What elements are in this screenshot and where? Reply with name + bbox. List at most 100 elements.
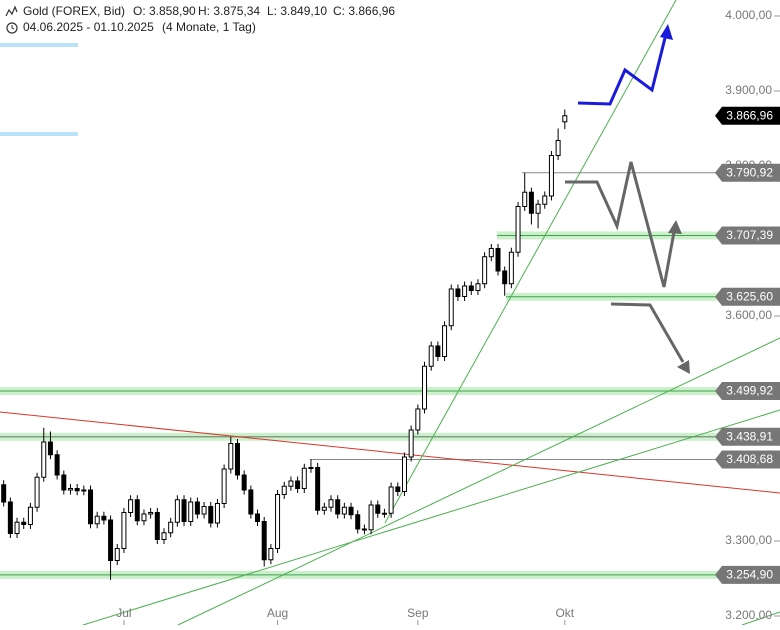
y-tick-label: 3.300,00 — [725, 533, 772, 547]
y-tick-label: 4.000,00 — [725, 8, 772, 22]
candle-body — [502, 270, 508, 285]
candle-body — [1, 484, 7, 503]
trend-line — [177, 337, 780, 626]
candle-body — [67, 487, 73, 491]
candle-body — [108, 519, 114, 561]
candle-body — [495, 247, 501, 272]
forecast-arrow — [577, 33, 668, 106]
candle-body — [47, 441, 53, 456]
price-label-box — [715, 565, 780, 584]
candle-body — [482, 256, 488, 285]
candle-body — [395, 486, 401, 492]
candle-body — [174, 499, 180, 523]
price-label-box — [715, 450, 780, 469]
marker-bar — [0, 132, 78, 136]
period: (4 Monate, 1 Tag) — [162, 20, 256, 34]
x-tick-label: Sep — [407, 606, 429, 620]
candle-body — [41, 441, 47, 478]
header-bg — [0, 0, 400, 38]
price-label: 3.866,96 — [726, 108, 773, 122]
trend-line — [741, 611, 780, 626]
candle-body — [455, 288, 461, 297]
arrow-head — [677, 360, 690, 374]
header: Gold (FOREX, Bid) O: 3.858,90 H: 3.875,3… — [0, 0, 400, 38]
levels — [0, 172, 780, 579]
candle-body — [74, 487, 80, 492]
trend-line — [0, 411, 780, 494]
candle-body — [562, 115, 568, 123]
price-label: 3.707,39 — [726, 228, 773, 242]
candle-body — [14, 521, 20, 534]
price-label-box — [715, 163, 780, 182]
x-tick-label: Jul — [116, 606, 131, 620]
candle-body — [181, 499, 187, 522]
candle-body — [281, 485, 287, 495]
candle-body — [401, 456, 407, 492]
candle-body — [295, 480, 301, 489]
candle-body — [408, 429, 414, 458]
candle-body — [241, 474, 247, 491]
candle-body — [121, 511, 127, 549]
quote-open: O: 3.858,90 — [133, 4, 196, 18]
candle-body — [221, 468, 227, 504]
price-axis: 4.000,003.900,003.800,003.600,003.300,00… — [116, 8, 780, 625]
title: Gold (FOREX, Bid) — [23, 4, 125, 18]
candle-body — [194, 501, 200, 515]
x-tick-label: Okt — [555, 606, 574, 620]
candle-body — [475, 283, 481, 291]
candle-body — [154, 511, 160, 540]
candle-body — [148, 511, 154, 515]
price-label: 3.438,91 — [726, 429, 773, 443]
candle-body — [422, 365, 428, 410]
candle-body — [448, 288, 454, 327]
price-label-box — [715, 287, 780, 306]
candle-body — [301, 467, 307, 489]
candle-body — [128, 499, 134, 513]
marker-bar — [0, 43, 78, 47]
forecast-arrow — [565, 161, 676, 288]
candle-body — [114, 547, 120, 561]
arrow-head — [668, 220, 682, 234]
clock-icon — [6, 22, 18, 34]
price-label: 3.254,90 — [726, 567, 773, 581]
candle-body — [101, 515, 107, 521]
price-label: 3.625,60 — [726, 289, 773, 303]
forecast-arrow — [610, 302, 685, 363]
candle-body — [468, 285, 474, 291]
x-tick-label: Aug — [267, 606, 288, 620]
candle-body — [315, 466, 321, 511]
price-label-box — [715, 427, 780, 446]
candle-body — [61, 474, 67, 491]
candle-body — [435, 345, 441, 357]
candles — [1, 109, 568, 580]
candle-body — [535, 203, 541, 214]
candle-body — [234, 442, 240, 476]
quote-low: L: 3.849,10 — [267, 4, 327, 18]
candle-body — [388, 486, 394, 514]
candle-body — [428, 345, 434, 367]
candle-body — [168, 521, 174, 534]
trend-line — [384, 0, 677, 524]
candle-body — [548, 154, 554, 197]
candle-body — [321, 506, 327, 511]
quote-close: C: 3.866,96 — [333, 4, 395, 18]
price-label-box — [715, 382, 780, 401]
price-label-box — [715, 106, 780, 125]
candle-body — [375, 504, 381, 514]
candle-body — [7, 501, 13, 534]
candle-body — [355, 514, 361, 530]
candle-body — [248, 489, 254, 515]
y-tick-label: 3.200,00 — [725, 608, 772, 622]
price-label: 3.499,92 — [726, 384, 773, 398]
candle-body — [81, 489, 87, 492]
candle-body — [141, 513, 147, 522]
candle-body — [542, 195, 548, 205]
candle-body — [34, 476, 40, 508]
trend-line — [82, 409, 780, 626]
candle-body — [348, 506, 354, 516]
candle-body — [555, 139, 561, 156]
candle-body — [268, 547, 274, 561]
